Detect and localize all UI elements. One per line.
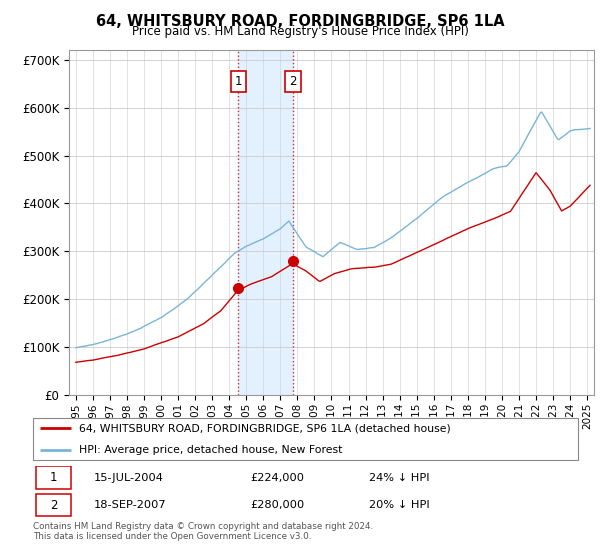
FancyBboxPatch shape xyxy=(35,466,71,489)
Text: 2: 2 xyxy=(289,75,296,88)
Text: Price paid vs. HM Land Registry's House Price Index (HPI): Price paid vs. HM Land Registry's House … xyxy=(131,25,469,38)
Text: 15-JUL-2004: 15-JUL-2004 xyxy=(94,473,163,483)
Text: 20% ↓ HPI: 20% ↓ HPI xyxy=(370,500,430,510)
Bar xyxy=(238,50,293,395)
Text: 64, WHITSBURY ROAD, FORDINGBRIDGE, SP6 1LA (detached house): 64, WHITSBURY ROAD, FORDINGBRIDGE, SP6 1… xyxy=(79,423,451,433)
Text: 24% ↓ HPI: 24% ↓ HPI xyxy=(370,473,430,483)
Text: £224,000: £224,000 xyxy=(251,473,305,483)
Text: 2: 2 xyxy=(50,499,57,512)
Text: £280,000: £280,000 xyxy=(251,500,305,510)
Text: 1: 1 xyxy=(50,471,57,484)
Text: HPI: Average price, detached house, New Forest: HPI: Average price, detached house, New … xyxy=(79,445,342,455)
Text: Contains HM Land Registry data © Crown copyright and database right 2024.
This d: Contains HM Land Registry data © Crown c… xyxy=(33,522,373,542)
Text: 64, WHITSBURY ROAD, FORDINGBRIDGE, SP6 1LA: 64, WHITSBURY ROAD, FORDINGBRIDGE, SP6 1… xyxy=(95,14,505,29)
Text: 18-SEP-2007: 18-SEP-2007 xyxy=(94,500,166,510)
FancyBboxPatch shape xyxy=(33,418,578,460)
FancyBboxPatch shape xyxy=(35,494,71,516)
Text: 1: 1 xyxy=(235,75,242,88)
